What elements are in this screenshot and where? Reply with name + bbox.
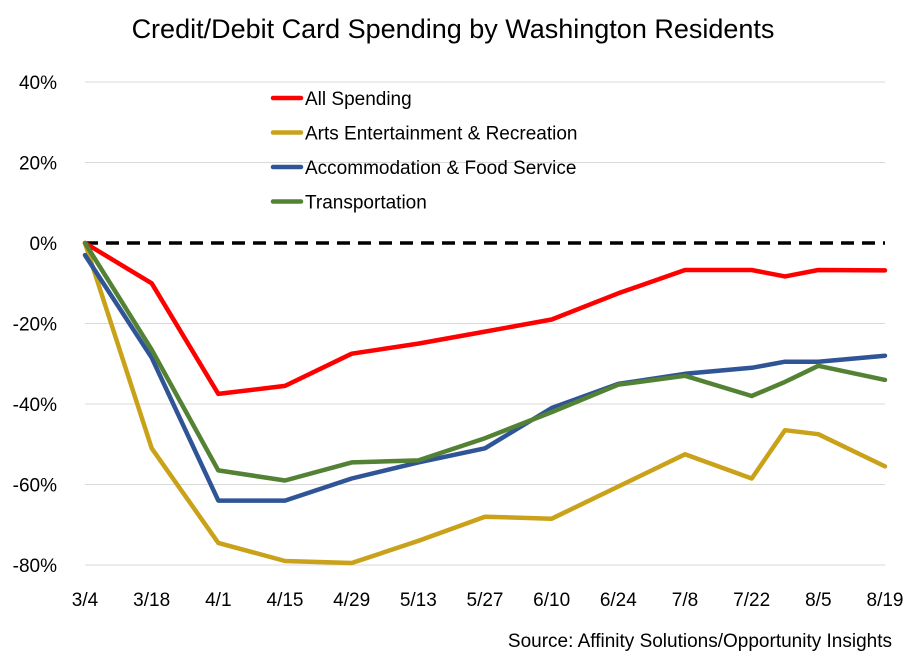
y-tick-label: -60% xyxy=(13,476,57,497)
series-line-0 xyxy=(82,240,888,397)
x-tick-label: 4/29 xyxy=(333,590,370,611)
x-tick-label: 8/19 xyxy=(867,590,904,611)
x-tick-label: 6/10 xyxy=(533,590,570,611)
x-tick-label: 3/4 xyxy=(72,590,99,611)
legend: All Spending Arts Entertainment & Recreat… xyxy=(270,89,577,214)
x-tick-label: 5/13 xyxy=(400,590,437,611)
y-tick-label: 40% xyxy=(19,73,57,94)
gridlines xyxy=(85,81,885,566)
legend-label: All Spending xyxy=(305,89,412,110)
x-tick-label: 6/24 xyxy=(600,590,637,611)
x-tick-label: 7/22 xyxy=(733,590,770,611)
y-tick-label: -20% xyxy=(13,315,57,336)
y-tick-label: 20% xyxy=(19,154,57,175)
x-tick-label: 4/15 xyxy=(267,590,304,611)
y-tick-label: -80% xyxy=(13,556,57,577)
source-note: Source: Affinity Solutions/Opportunity I… xyxy=(508,631,892,652)
chart-title: Credit/Debit Card Spending by Washington… xyxy=(132,14,775,44)
x-tick-label: 4/1 xyxy=(205,590,231,611)
legend-label: Transportation xyxy=(305,193,427,214)
x-tick-label: 7/8 xyxy=(672,590,698,611)
x-tick-label: 5/27 xyxy=(467,590,504,611)
series-line-3 xyxy=(82,240,888,483)
y-tick-label: -40% xyxy=(13,395,57,416)
legend-label: Accommodation & Food Service xyxy=(305,158,576,179)
series-line-2 xyxy=(82,252,888,503)
series-line-1 xyxy=(82,240,888,566)
y-tick-label: 0% xyxy=(30,234,58,255)
x-tick-label: 3/18 xyxy=(133,590,170,611)
series-lines xyxy=(82,240,888,566)
axes: 40% 20% 0% -20% -40% -60% -80% 3/4 3/18 4/1 4/15 4/… xyxy=(13,73,904,611)
x-tick-label: 8/5 xyxy=(805,590,831,611)
legend-label: Arts Entertainment & Recreation xyxy=(305,124,577,145)
